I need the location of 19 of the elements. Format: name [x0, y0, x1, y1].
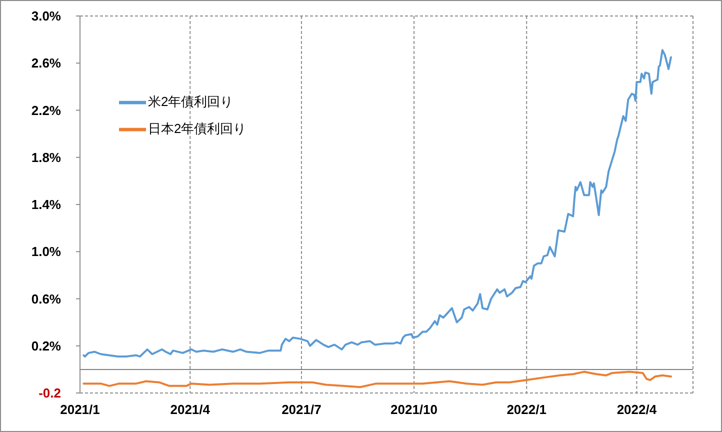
y-tick-label: 1.0% [31, 244, 62, 260]
x-tick-label: 2022/4 [616, 402, 658, 418]
line-series [82, 370, 672, 388]
y-tick-label: 1.8% [31, 150, 62, 165]
x-tick-label: 2021/1 [60, 402, 100, 418]
line-series [82, 49, 672, 358]
x-tick-label: 2021/10 [390, 402, 438, 418]
legend-label: 米2年債利回り [148, 94, 234, 109]
y-tick-label: 3.0% [31, 8, 62, 24]
y-tick-label: 0.6% [31, 291, 62, 306]
y-tick-label: 1.4% [31, 197, 62, 212]
y-tick-label: -0.2 [38, 386, 61, 401]
y-tick-label: 2.6% [31, 56, 62, 71]
x-tick-label: 2021/4 [170, 402, 211, 418]
y-tick-label: 2.2% [31, 102, 62, 118]
x-tick-label: 2021/7 [282, 402, 322, 418]
y-tick-label: 0.2% [31, 338, 62, 354]
legend-label: 日本2年債利回り [148, 120, 246, 136]
x-tick-label: 2022/1 [506, 402, 546, 418]
